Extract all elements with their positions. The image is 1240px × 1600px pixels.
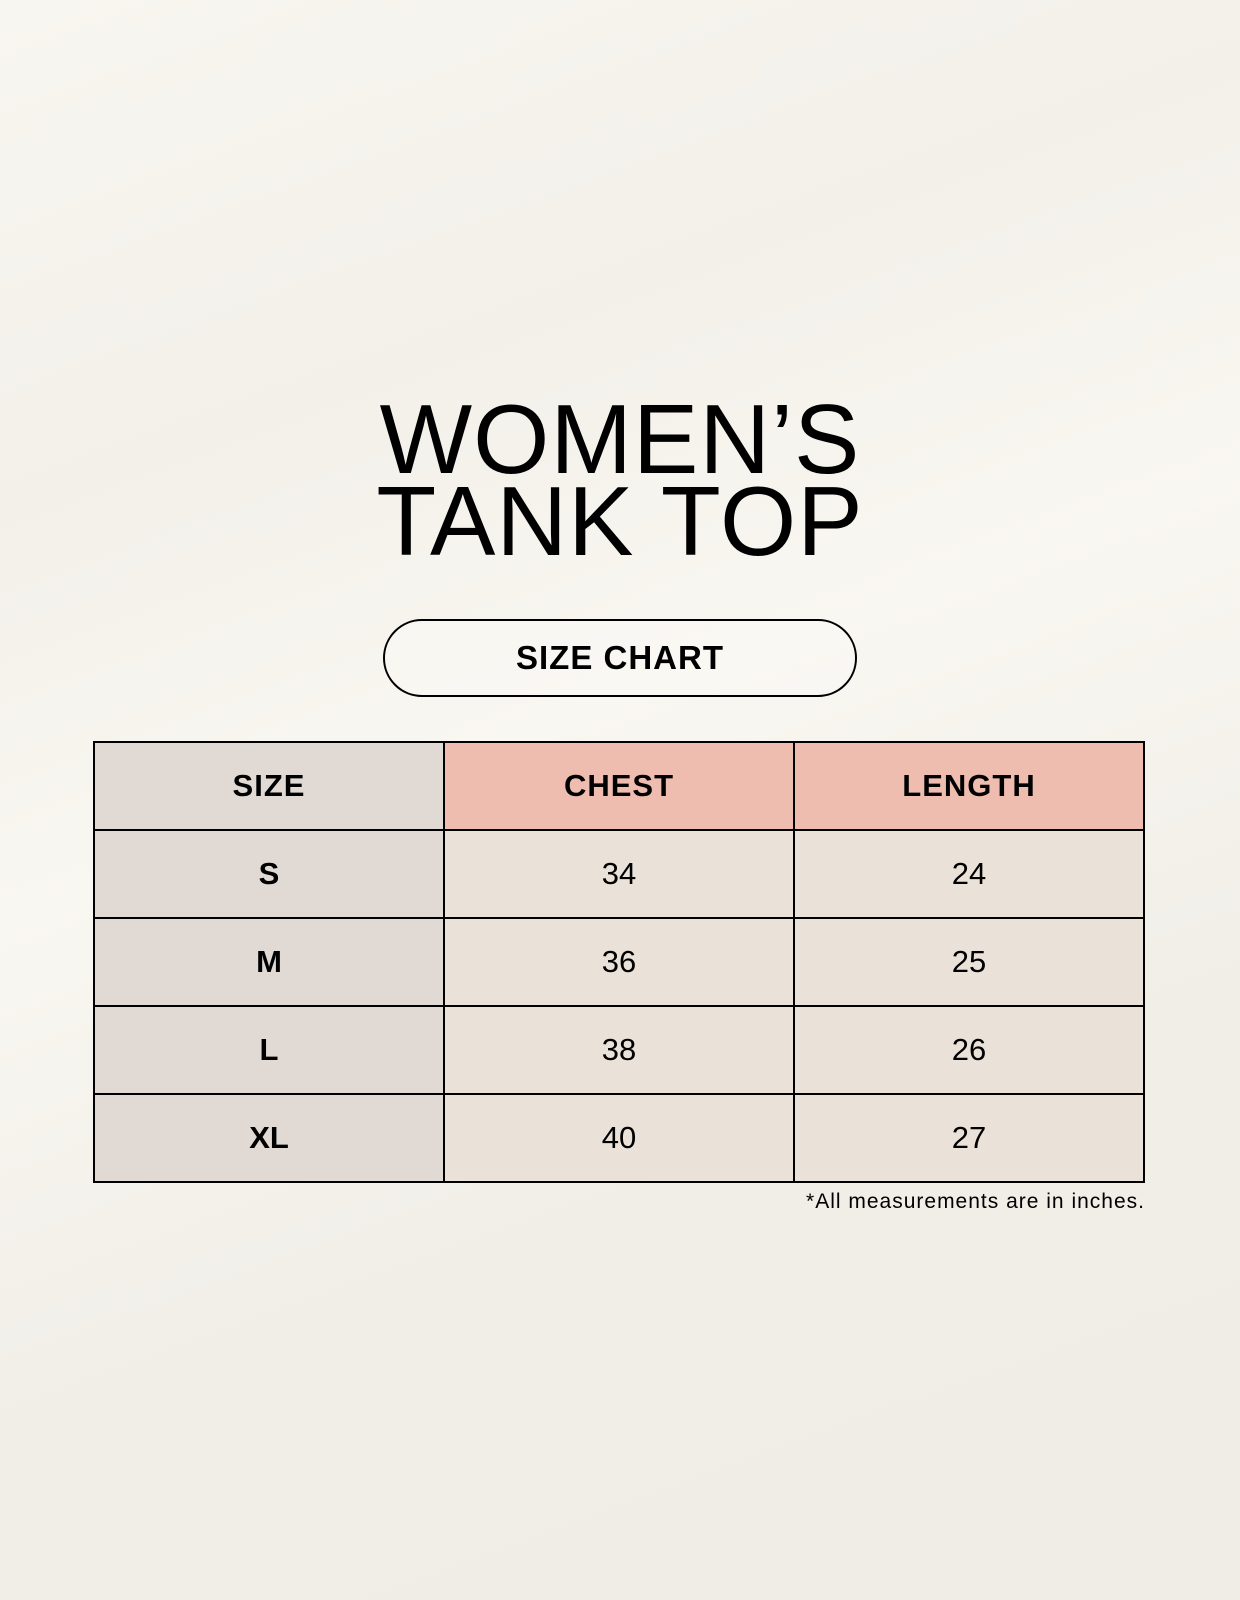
chest-cell: 34 [443,829,795,919]
size-cell: L [93,1005,445,1095]
table-header-row: SIZE CHEST LENGTH [93,741,1145,831]
header-size: SIZE [93,741,445,831]
length-cell: 27 [793,1093,1145,1183]
table-row: L 38 26 [93,1005,1145,1095]
header-length: LENGTH [793,741,1145,831]
length-cell: 25 [793,917,1145,1007]
page-title: WOMEN’S TANK TOP [0,384,1240,576]
size-cell: S [93,829,445,919]
size-cell: XL [93,1093,445,1183]
table-row: M 36 25 [93,917,1145,1007]
size-chart-label: SIZE CHART [383,619,857,697]
title-line-1: WOMEN’S [379,384,861,494]
chest-cell: 38 [443,1005,795,1095]
size-cell: M [93,917,445,1007]
length-cell: 26 [793,1005,1145,1095]
table-row: XL 40 27 [93,1093,1145,1183]
size-table: SIZE CHEST LENGTH S 34 24 M 36 25 L 38 2… [93,741,1145,1183]
chest-cell: 40 [443,1093,795,1183]
header-chest: CHEST [443,741,795,831]
length-cell: 24 [793,829,1145,919]
table-row: S 34 24 [93,829,1145,919]
chest-cell: 36 [443,917,795,1007]
footnote: *All measurements are in inches. [806,1190,1145,1213]
title-line-2: TANK TOP [376,466,864,576]
